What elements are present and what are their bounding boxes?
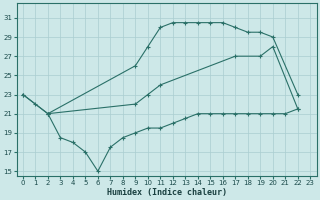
X-axis label: Humidex (Indice chaleur): Humidex (Indice chaleur)	[107, 188, 227, 197]
